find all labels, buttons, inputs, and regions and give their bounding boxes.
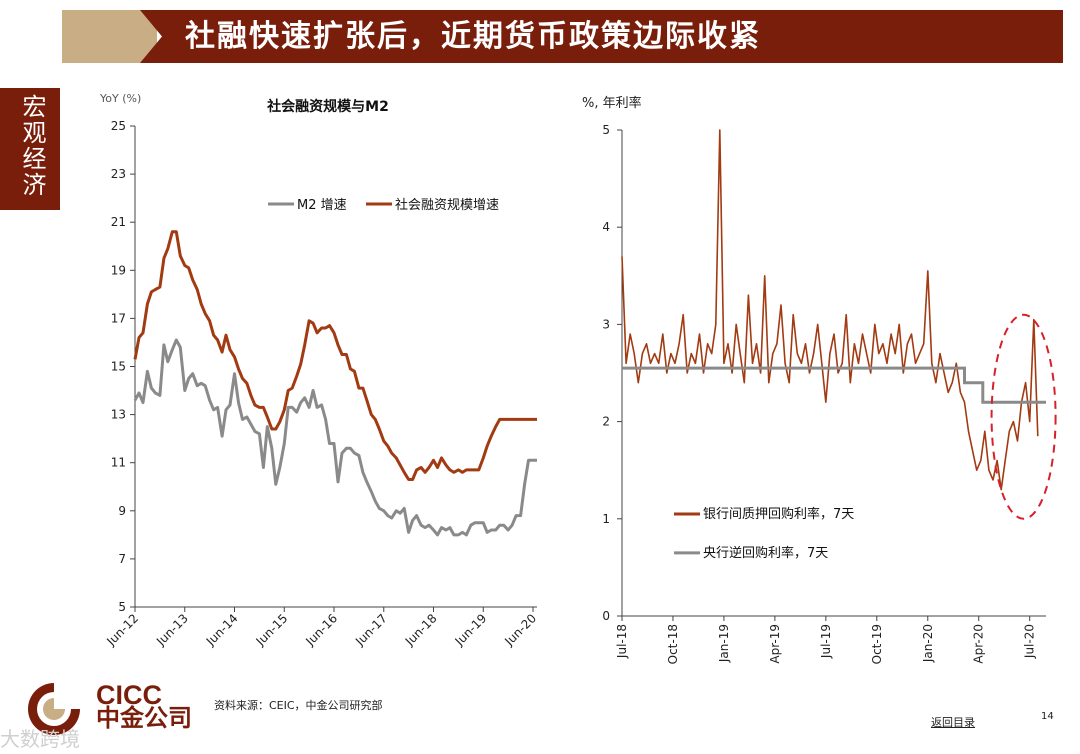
y-tick-label: 23 bbox=[111, 167, 126, 181]
x-tick-label: Apr-19 bbox=[768, 624, 782, 664]
source-note: 资料来源：CEIC，中金公司研究部 bbox=[214, 699, 383, 712]
series-line-m2 bbox=[133, 338, 537, 537]
page-number: 14 bbox=[1041, 711, 1054, 722]
y-axis-label: YoY (%) bbox=[99, 92, 141, 105]
series-line-interbank-repo bbox=[621, 129, 1039, 491]
x-tick-label: Jul-18 bbox=[615, 624, 629, 659]
y-tick-label: 3 bbox=[602, 317, 610, 331]
logo-en: CICC bbox=[96, 680, 162, 710]
x-tick-label: Jul-19 bbox=[819, 624, 833, 659]
x-tick-label: Jun-20 bbox=[501, 611, 539, 649]
back-to-contents-link[interactable]: 返回目录 bbox=[931, 716, 975, 729]
legend-label: 央行逆回购利率，7天 bbox=[703, 545, 828, 561]
legend-label: 银行间质押回购利率，7天 bbox=[703, 506, 854, 522]
y-tick-label: 5 bbox=[118, 600, 126, 614]
header-accent-block bbox=[62, 10, 157, 63]
x-tick-label: Jun-15 bbox=[253, 611, 291, 649]
highlight-ellipse bbox=[990, 313, 1057, 520]
x-tick-label: Jan-19 bbox=[717, 624, 731, 663]
x-tick-label: Jul-20 bbox=[1023, 624, 1037, 659]
y-tick-label: 1 bbox=[602, 512, 610, 526]
x-tick-label: Jun-18 bbox=[402, 611, 440, 649]
y-tick-label: 0 bbox=[602, 609, 610, 623]
x-tick-label: Jun-16 bbox=[302, 611, 340, 649]
y-tick-label: 17 bbox=[111, 311, 126, 325]
x-tick-label: Jun-13 bbox=[153, 611, 191, 649]
y-tick-label: 19 bbox=[111, 263, 126, 277]
x-tick-label: Jun-17 bbox=[352, 611, 390, 649]
chart-title: 社会融资规模与M2 bbox=[266, 98, 389, 115]
y-tick-label: 4 bbox=[602, 220, 610, 234]
x-tick-label: Jun-12 bbox=[103, 611, 141, 649]
y-tick-label: 13 bbox=[111, 408, 126, 422]
chart-m2-vs-social-financing: YoY (%) 社会融资规模与M2 5 7 9 11 13 15 17 19 21 23 25 Jun-1… bbox=[99, 92, 539, 649]
x-tick-label: Jun-14 bbox=[203, 611, 241, 649]
x-tick-label: Oct-18 bbox=[666, 624, 680, 664]
cicc-logo-icon bbox=[28, 681, 90, 735]
logo-cn: 中金公司 bbox=[96, 705, 192, 732]
y-tick-label: 9 bbox=[118, 504, 126, 518]
section-tab[interactable] bbox=[0, 88, 60, 210]
y-tick-label: 5 bbox=[602, 123, 610, 137]
x-tick-label: Jan-20 bbox=[921, 624, 935, 663]
x-tick-label: Oct-19 bbox=[870, 624, 884, 664]
y-tick-label: 25 bbox=[111, 119, 126, 133]
y-tick-label: 21 bbox=[111, 215, 126, 229]
legend-label: 社会融资规模增速 bbox=[395, 197, 499, 213]
series-line-pboc-reverse-repo bbox=[622, 366, 1046, 404]
section-tab-label: 宏观经济 bbox=[18, 94, 46, 198]
x-tick-label: Apr-20 bbox=[972, 624, 986, 664]
y-tick-label: 2 bbox=[602, 415, 610, 429]
y-tick-label: 15 bbox=[111, 360, 126, 374]
page-title: 社融快速扩张后，近期货币政策边际收紧 bbox=[185, 19, 761, 54]
watermark: 大数跨境 bbox=[0, 729, 80, 751]
y-tick-label: 7 bbox=[118, 552, 126, 566]
y-tick-label: 11 bbox=[111, 456, 126, 470]
chart-repo-rates: %, 年利率 0 1 2 3 4 5 Jul-18 Oct-18 Jan-19 Apr-19 Jul-… bbox=[582, 95, 1057, 664]
legend-label: M2 增速 bbox=[297, 198, 347, 213]
x-tick-label: Jun-19 bbox=[452, 611, 490, 649]
header-banner bbox=[140, 10, 1063, 63]
series-line-social-financing bbox=[133, 230, 537, 481]
y-axis-label: %, 年利率 bbox=[582, 95, 642, 111]
